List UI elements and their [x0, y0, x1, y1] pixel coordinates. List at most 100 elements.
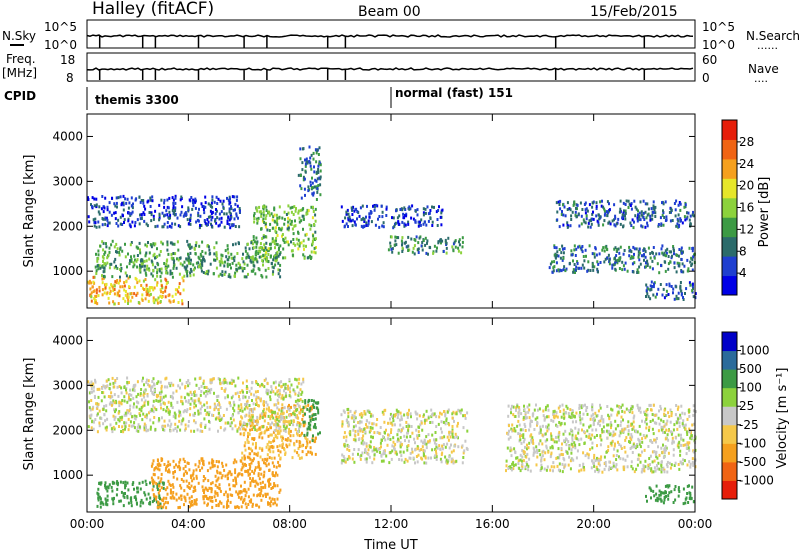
echo-cell-2 [114, 217, 117, 221]
echo-cell-1 [172, 257, 175, 261]
echo-cell-5 [364, 430, 367, 434]
echo-cell-4 [319, 183, 322, 187]
echo-cell-5 [435, 449, 437, 453]
echo-cell-0 [98, 285, 101, 289]
echo-cell-1 [169, 484, 172, 487]
echo-cell-2 [306, 438, 309, 442]
echo-cell-1 [95, 252, 97, 256]
echo-cell-1 [244, 246, 247, 250]
echo-cell-6 [682, 458, 685, 462]
echo-cell-6 [529, 419, 532, 423]
echo-cell-7 [662, 253, 665, 257]
echo-cell-1 [206, 244, 209, 248]
echo-cell-5 [400, 443, 403, 447]
echo-cell-2 [269, 417, 272, 421]
echo-cell-1 [232, 461, 235, 465]
echo-cell-5 [442, 249, 445, 253]
echo-cell-7 [597, 262, 600, 266]
echo-cell-6 [556, 456, 559, 460]
echo-cell-7 [588, 244, 591, 248]
echo-cell-4 [200, 390, 203, 393]
echo-cell-5 [404, 457, 407, 461]
echo-cell-3 [314, 413, 317, 416]
echo-cell-2 [296, 414, 299, 418]
echo-cell-1 [151, 263, 154, 267]
echo-cell-6 [637, 453, 640, 457]
echo-cell-1 [198, 257, 201, 261]
echo-cell-4 [121, 415, 124, 419]
echo-cell-8 [558, 225, 561, 229]
echo-cell-4 [118, 410, 121, 414]
echo-cell-1 [263, 470, 266, 474]
echo-cell-2 [217, 197, 220, 201]
echo-cell-2 [115, 196, 118, 200]
echo-cell-2 [273, 439, 276, 442]
echo-cell-4 [170, 401, 173, 405]
echo-cell-1 [128, 275, 131, 279]
echo-cell-2 [192, 198, 195, 202]
echo-cell-9 [650, 287, 653, 291]
echo-cell-4 [153, 383, 156, 387]
echo-cell-8 [563, 205, 566, 209]
echo-cell-6 [510, 454, 513, 458]
echo-cell-2 [268, 440, 271, 444]
echo-cell-3 [294, 209, 297, 213]
echo-cell-1 [158, 253, 161, 257]
echo-cell-0 [112, 300, 115, 304]
echo-cell-3 [284, 236, 287, 240]
echo-cell-1 [250, 260, 253, 264]
echo-cell-5 [421, 241, 424, 244]
echo-cell-1 [216, 469, 219, 473]
echo-cell-7 [673, 261, 676, 265]
echo-cell-4 [140, 406, 143, 409]
echo-cell-3 [312, 403, 315, 407]
echo-cell-1 [183, 265, 186, 269]
echo-cell-1 [200, 266, 203, 270]
echo-cell-5 [411, 447, 413, 451]
echo-cell-4 [288, 378, 291, 382]
echo-cell-5 [397, 410, 400, 414]
echo-cell-7 [555, 269, 558, 273]
echo-cell-4 [174, 416, 177, 420]
echo-cell-1 [172, 475, 175, 479]
echo-cell-7 [632, 270, 635, 274]
echo-cell-5 [424, 243, 427, 247]
echo-cell-2 [122, 203, 125, 207]
echo-cell-8 [569, 224, 572, 228]
echo-cell-4 [208, 419, 210, 423]
echo-cell-8 [613, 203, 616, 207]
echo-cell-2 [116, 205, 118, 209]
echo-cell-2 [278, 444, 281, 448]
echo-cell-7 [677, 254, 680, 258]
echo-cell-1 [265, 259, 268, 263]
echo-cell-1 [202, 463, 205, 467]
echo-cell-4 [190, 429, 193, 433]
echo-cell-8 [622, 201, 625, 205]
echo-cell-5 [403, 434, 406, 438]
echo-cell-1 [267, 267, 270, 270]
echo-cell-6 [665, 448, 667, 452]
echo-cell-4 [242, 381, 244, 385]
echo-cell-2 [160, 198, 163, 202]
echo-cell-1 [235, 263, 238, 267]
echo-cell-4 [183, 396, 186, 400]
echo-cell-4 [129, 404, 132, 408]
echo-cell-0 [121, 285, 124, 289]
echo-cell-1 [184, 464, 187, 468]
echo-cell-8 [642, 199, 645, 203]
echo-cell-2 [287, 420, 289, 424]
echo-cell-7 [638, 265, 641, 269]
echo-cell-4 [103, 413, 106, 417]
echo-cell-5 [342, 459, 345, 463]
echo-cell-6 [360, 218, 363, 222]
echo-cell-5 [392, 436, 395, 440]
echo-cell-8 [642, 211, 645, 215]
echo-cell-0 [182, 288, 185, 292]
echo-cell-4 [109, 401, 112, 405]
echo-cell-2 [173, 210, 176, 214]
echo-cell-4 [251, 380, 254, 384]
echo-cell-1 [206, 496, 209, 500]
echo-cell-4 [304, 162, 307, 166]
echo-cell-1 [150, 272, 153, 276]
